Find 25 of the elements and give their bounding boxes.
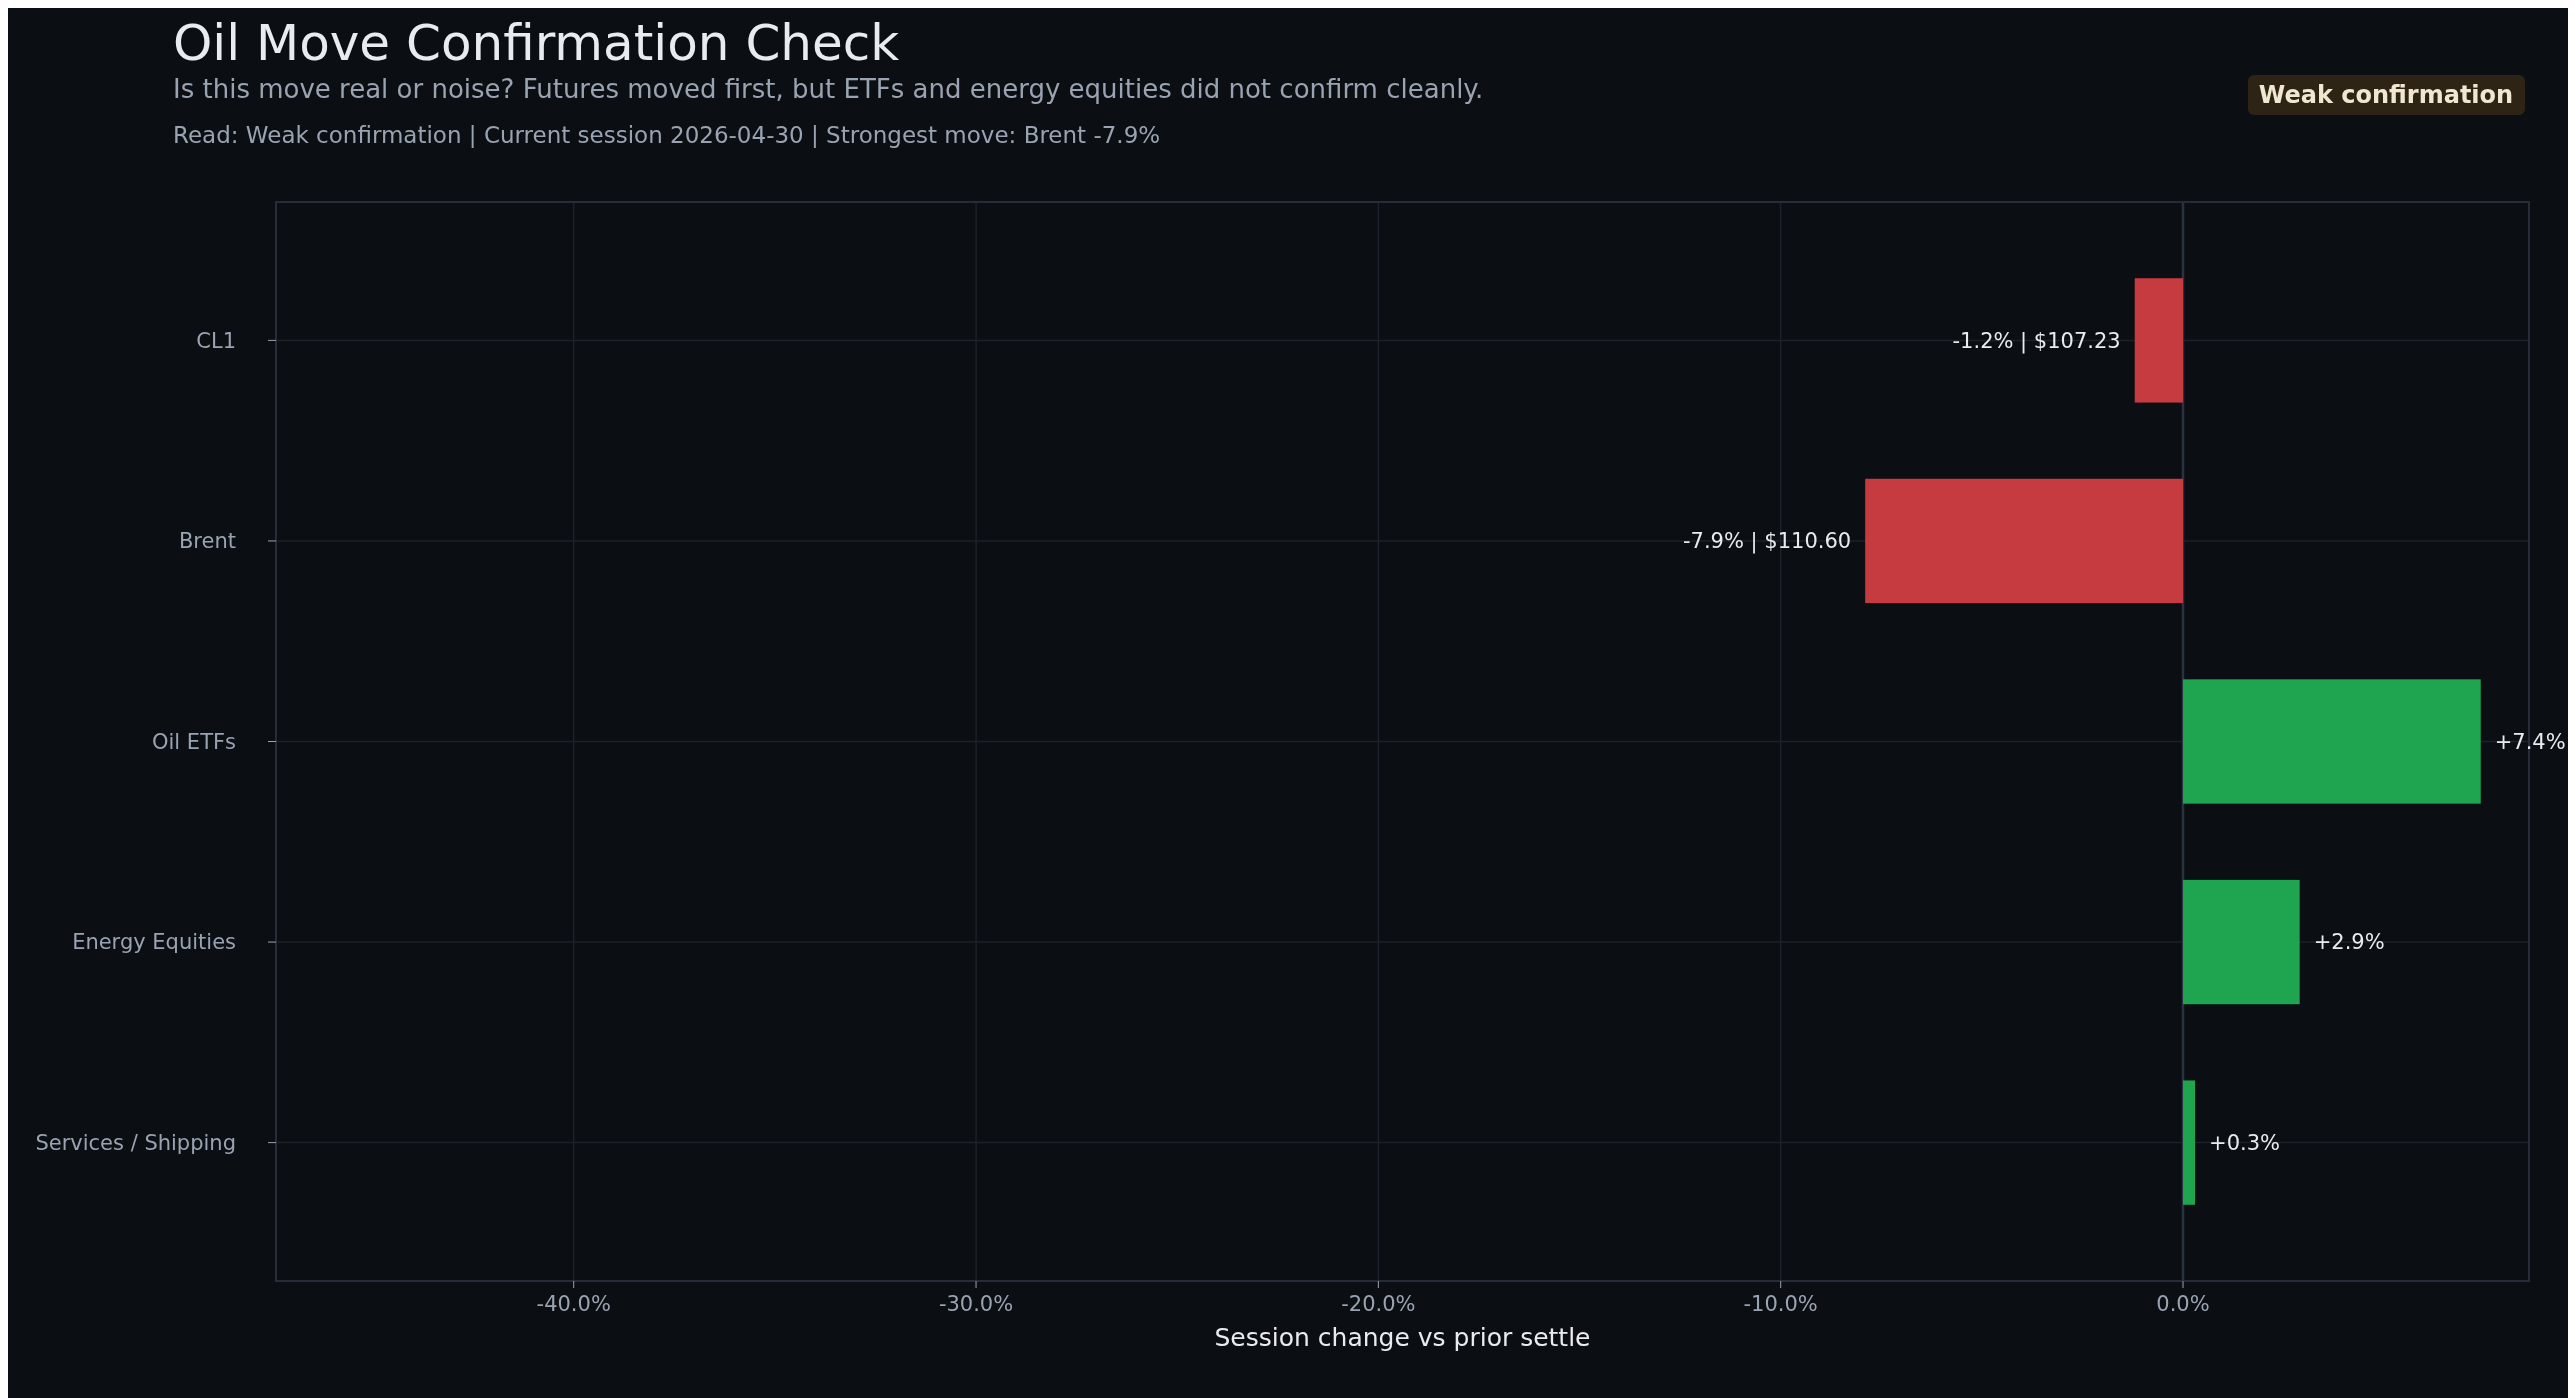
chart-title: Oil Move Confirmation Check bbox=[173, 14, 900, 72]
x-axis-title: Session change vs prior settle bbox=[1214, 1323, 1591, 1352]
bar bbox=[2183, 1080, 2196, 1205]
data-label: +7.4% bbox=[2494, 729, 2566, 754]
data-label: +0.3% bbox=[2209, 1130, 2281, 1155]
x-tick-label: 0.0% bbox=[2156, 1292, 2210, 1316]
data-label: +2.9% bbox=[2313, 930, 2385, 955]
x-tick-label: -10.0% bbox=[1743, 1292, 1818, 1316]
bar bbox=[2134, 278, 2184, 403]
x-tick-label: -40.0% bbox=[536, 1292, 611, 1316]
chart-subtitle: Is this move real or noise? Futures moved first, but ETFs and energy equities did not confirm cleanly. bbox=[173, 74, 1484, 104]
x-tick-label: -20.0% bbox=[1341, 1292, 1416, 1316]
text: Weak confirmation bbox=[2258, 81, 2514, 110]
bar bbox=[2183, 879, 2300, 1005]
y-tick-label: Energy Equities bbox=[72, 930, 236, 955]
bar bbox=[1865, 478, 2183, 604]
text: Read: Weak confirmation | Current session 2026-04-30 | Strongest move: Brent -7.9% bbox=[173, 122, 1161, 148]
x-tick-label: -30.0% bbox=[938, 1292, 1014, 1316]
y-tick-label: Services / Shipping bbox=[35, 1130, 236, 1155]
y-tick-label: CL1 bbox=[196, 328, 236, 353]
data-label: -7.9% | $110.60 bbox=[1682, 529, 1852, 555]
y-tick-label: Brent bbox=[178, 529, 236, 554]
y-tick-label: Oil ETFs bbox=[152, 729, 236, 754]
bar bbox=[2183, 679, 2481, 804]
data-label: -1.2% | $107.23 bbox=[1952, 328, 2121, 354]
